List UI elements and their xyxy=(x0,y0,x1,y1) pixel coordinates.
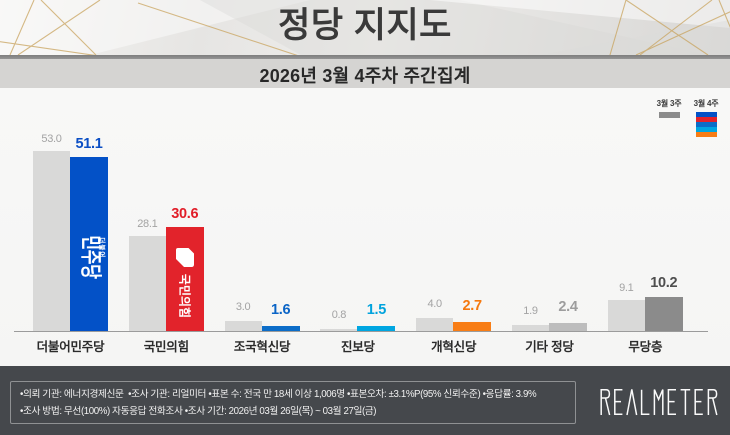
header-decoration xyxy=(0,0,730,55)
category-label-4: 개혁신당 xyxy=(431,340,477,354)
legend-item-current-week: 3월 4주 xyxy=(684,99,728,137)
bar-current-1: 국민의힘 xyxy=(165,227,204,332)
legend-swatch-previous-week xyxy=(658,111,680,118)
header: 정당 지지도 xyxy=(0,0,730,55)
party-logo-dpk: 더불어 민주당 xyxy=(78,235,105,280)
survey-method-box: •의뢰 기관: 에너지경제신문 •조사 기관: 리얼미터 •표본 수: 전국 만… xyxy=(10,381,576,424)
category-label-2: 조국혁신당 xyxy=(233,340,291,354)
bar-previous-5 xyxy=(512,325,549,332)
value-previous-3: 0.8 xyxy=(331,308,347,321)
legend-label-current-week: 3월 4주 xyxy=(693,99,719,108)
legend-item-previous-week: 3월 3주 xyxy=(647,99,691,118)
bar-current-3 xyxy=(357,326,396,332)
value-current-0: 51.1 xyxy=(75,135,103,152)
bar-previous-4 xyxy=(416,317,454,332)
value-previous-5: 1.9 xyxy=(523,305,538,318)
party-logo-dpk-big: 민주당 xyxy=(78,235,102,280)
party-logo-ppp-text: 국민의힘 xyxy=(177,274,192,319)
realmeter-logo-letter-4 xyxy=(653,389,664,415)
legend-stripe-4 xyxy=(695,131,717,137)
party-logo-ppp-symbol xyxy=(175,248,194,268)
value-current-4: 2.7 xyxy=(462,298,483,315)
legend-stripe-3 xyxy=(695,126,717,132)
survey-method-line-1: •의뢰 기관: 에너지경제신문 •조사 기관: 리얼미터 •표본 수: 전국 만… xyxy=(20,388,537,400)
bar-current-2 xyxy=(261,326,300,332)
bar-previous-0 xyxy=(33,150,70,332)
footer: •의뢰 기관: 에너지경제신문 •조사 기관: 리얼미터 •표본 수: 전국 만… xyxy=(0,366,730,435)
bar-previous-2 xyxy=(224,321,262,332)
bar-current-0: 더불어 민주당 xyxy=(70,157,108,332)
realmeter-logo-letter-7 xyxy=(694,389,703,415)
bar-current-5 xyxy=(549,323,587,332)
realmeter-logo-letter-0 xyxy=(600,389,611,416)
value-previous-4: 4.0 xyxy=(427,297,442,310)
realmeter-logo xyxy=(600,389,718,416)
subtitle-band: 2026년 3월 4주차 주간집계 xyxy=(0,59,730,88)
legend-stripe-0 xyxy=(695,111,717,117)
category-label-0: 더불어민주당 xyxy=(36,340,105,354)
bar-previous-3 xyxy=(320,328,358,332)
bar-previous-6 xyxy=(607,300,645,332)
category-label-6: 무당층 xyxy=(628,340,663,354)
value-current-1: 30.6 xyxy=(171,205,199,222)
category-label-3: 진보당 xyxy=(340,340,375,354)
header-divider xyxy=(0,55,730,59)
legend-stripe-1 xyxy=(695,116,717,122)
value-previous-1: 28.1 xyxy=(137,217,158,230)
realmeter-logo-letter-6 xyxy=(680,389,691,415)
x-axis-line xyxy=(14,331,708,333)
legend-label-previous-week: 3월 3주 xyxy=(656,99,682,108)
realmeter-logo-letter-5 xyxy=(667,389,676,415)
realmeter-logo-letter-3 xyxy=(640,389,650,415)
value-current-6: 10.2 xyxy=(650,275,678,292)
bar-current-6 xyxy=(644,296,683,332)
realmeter-logo-letter-1 xyxy=(614,389,623,415)
value-previous-6: 9.1 xyxy=(619,282,634,295)
legend-stripe-2 xyxy=(695,121,717,127)
realmeter-logo-letter-8 xyxy=(707,389,718,416)
value-previous-2: 3.0 xyxy=(235,301,251,314)
page-subtitle: 2026년 3월 4주차 주간집계 xyxy=(259,66,471,86)
survey-method-line-2: •조사 방법: 무선(100%) 자동응답 전화조사 •조사 기간: 2026년… xyxy=(20,405,377,417)
value-previous-0: 53.0 xyxy=(41,132,62,145)
bar-previous-1 xyxy=(128,235,166,332)
legend-swatch-current-week xyxy=(695,111,717,137)
category-label-5: 기타 정당 xyxy=(525,340,574,354)
bar-chart: 3월 3주 3월 4주 더불어 민주당 53.0 51.1 더불어민주당 국민의힘 28.1… xyxy=(0,88,730,366)
bar-current-4 xyxy=(453,322,492,332)
value-current-3: 1.5 xyxy=(366,302,387,319)
value-current-2: 1.6 xyxy=(270,302,291,319)
value-current-5: 2.4 xyxy=(558,299,578,316)
category-label-1: 국민의힘 xyxy=(143,340,189,354)
page-title: 정당 지지도 xyxy=(278,6,452,45)
realmeter-logo-letter-2 xyxy=(626,389,638,416)
